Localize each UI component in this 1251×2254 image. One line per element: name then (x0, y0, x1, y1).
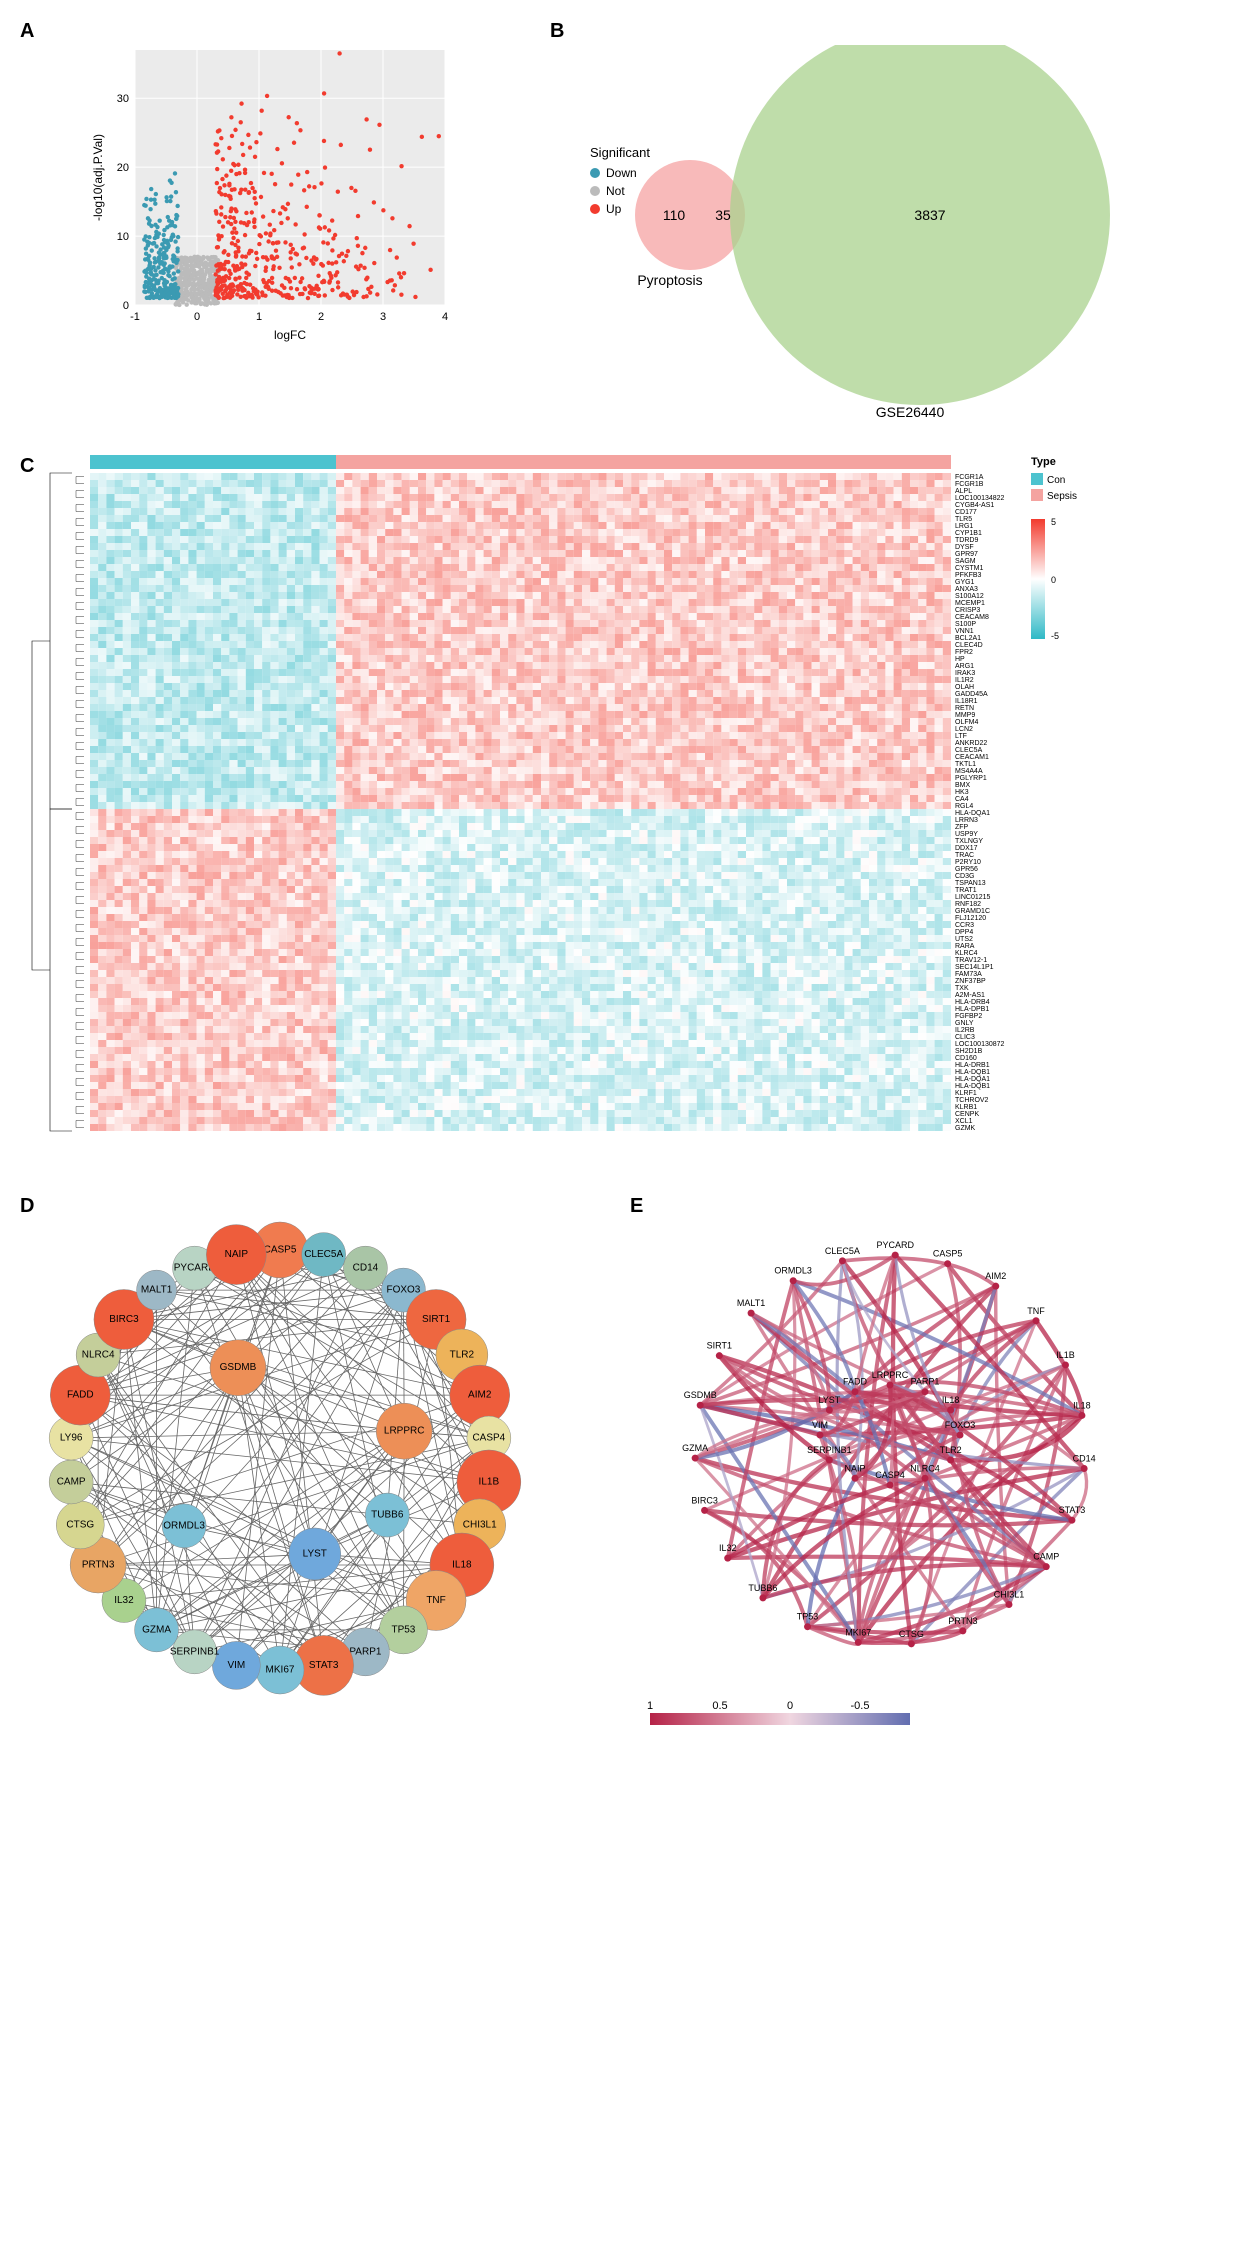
svg-text:0: 0 (194, 311, 200, 323)
svg-text:OLFM4: OLFM4 (955, 719, 978, 726)
svg-text:ALPL: ALPL (955, 488, 972, 495)
venn-diagram: 110 35 3837 Pyroptosis GSE26440 (590, 45, 1210, 430)
svg-text:GSE26440: GSE26440 (876, 404, 945, 420)
panel-c-label: C (20, 455, 34, 478)
svg-text:ANXA3: ANXA3 (955, 586, 978, 593)
panel-a-label: A (20, 20, 34, 43)
svg-text:PFKFB3: PFKFB3 (955, 572, 982, 579)
svg-text:IL18R1: IL18R1 (955, 698, 978, 705)
volcano-plot: -1012340102030logFC-log10(adj.P.Val) Sig… (90, 45, 530, 365)
svg-text:FCGR1A: FCGR1A (955, 474, 984, 481)
svg-text:30: 30 (117, 93, 129, 105)
svg-text:CYP1B1: CYP1B1 (955, 530, 982, 537)
svg-text:CRISP3: CRISP3 (955, 607, 980, 614)
svg-text:SAGM: SAGM (955, 558, 976, 565)
svg-text:-log10(adj.P.Val): -log10(adj.P.Val) (91, 134, 105, 221)
svg-text:Pyroptosis: Pyroptosis (637, 272, 702, 288)
svg-text:MMP9: MMP9 (955, 712, 975, 719)
svg-text:110: 110 (663, 207, 686, 223)
panel-d: D CASP5CLEC5ACD14FOXO3SIRT1TLR2AIM2CASP4… (20, 1195, 610, 1740)
panel-b: B 110 35 3837 Pyroptosis GSE26440 (550, 20, 1210, 430)
svg-text:4: 4 (442, 311, 448, 323)
svg-text:ARG1: ARG1 (955, 663, 974, 670)
panel-a: A -1012340102030logFC-log10(adj.P.Val) S… (20, 20, 530, 430)
panel-e: E CASP5AIM2TNFIL1BIL18CD14STAT3CAMPCHI3L… (630, 1195, 1220, 1740)
svg-text:OLAH: OLAH (955, 684, 974, 691)
svg-text:TLR5: TLR5 (955, 516, 972, 523)
svg-text:MCEMP1: MCEMP1 (955, 600, 985, 607)
panel-d-label: D (20, 1195, 34, 1218)
correlation-network: CASP5AIM2TNFIL1BIL18CD14STAT3CAMPCHI3L1P… (630, 1220, 1220, 1740)
svg-text:2: 2 (318, 311, 324, 323)
svg-text:IL1R2: IL1R2 (955, 677, 974, 684)
svg-text:FPR2: FPR2 (955, 649, 973, 656)
svg-text:CYGB4-AS1: CYGB4-AS1 (955, 502, 994, 509)
svg-text:RETN: RETN (955, 705, 974, 712)
svg-text:LRG1: LRG1 (955, 523, 973, 530)
svg-text:GPR97: GPR97 (955, 551, 978, 558)
svg-text:BCL2A1: BCL2A1 (955, 635, 981, 642)
figure-container: A -1012340102030logFC-log10(adj.P.Val) S… (0, 0, 1251, 1760)
svg-text:DYSF: DYSF (955, 544, 974, 551)
row-ab: A -1012340102030logFC-log10(adj.P.Val) S… (20, 20, 1231, 430)
svg-text:VNN1: VNN1 (955, 628, 974, 635)
svg-text:CD177: CD177 (955, 509, 977, 516)
svg-text:IRAK3: IRAK3 (955, 670, 975, 677)
svg-text:0: 0 (123, 300, 129, 312)
svg-text:20: 20 (117, 162, 129, 174)
svg-text:GADD45A: GADD45A (955, 691, 988, 698)
heatmap: FCGR1AFCGR1BALPLLOC100134822CYGB4-AS1CD1… (20, 455, 1220, 1175)
svg-text:-1: -1 (130, 311, 140, 323)
row-de: D CASP5CLEC5ACD14FOXO3SIRT1TLR2AIM2CASP4… (20, 1195, 1231, 1740)
svg-text:S100A12: S100A12 (955, 593, 984, 600)
svg-text:3: 3 (380, 311, 386, 323)
svg-text:HP: HP (955, 656, 965, 663)
svg-text:TDRD9: TDRD9 (955, 537, 978, 544)
panel-e-label: E (630, 1195, 643, 1218)
svg-text:LOC100134822: LOC100134822 (955, 495, 1005, 502)
svg-text:1: 1 (256, 311, 262, 323)
svg-text:CLEC4D: CLEC4D (955, 642, 983, 649)
svg-text:CEACAM8: CEACAM8 (955, 614, 989, 621)
panel-c: C FCGR1AFCGR1BALPLLOC100134822CYGB4-AS1C… (20, 455, 1220, 1175)
svg-text:35: 35 (715, 207, 731, 223)
ppi-network: CASP5CLEC5ACD14FOXO3SIRT1TLR2AIM2CASP4IL… (20, 1220, 610, 1715)
svg-text:S100P: S100P (955, 621, 976, 628)
svg-text:CYSTM1: CYSTM1 (955, 565, 984, 572)
svg-text:3837: 3837 (914, 207, 945, 223)
svg-text:FCGR1B: FCGR1B (955, 481, 984, 488)
svg-text:10: 10 (117, 231, 129, 243)
svg-text:logFC: logFC (274, 328, 306, 342)
panel-b-label: B (550, 20, 564, 43)
svg-text:GYG1: GYG1 (955, 579, 975, 586)
